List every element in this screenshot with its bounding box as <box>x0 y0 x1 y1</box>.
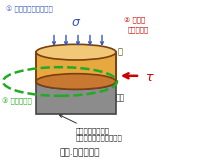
Bar <box>36 52 116 82</box>
Text: 図１.土のせん断: 図１.土のせん断 <box>60 149 100 158</box>
Bar <box>36 82 116 114</box>
Text: τ: τ <box>146 71 154 84</box>
Text: ① 上から押さえつける: ① 上から押さえつける <box>6 6 53 13</box>
Text: σ: σ <box>72 16 80 29</box>
Text: 試験体の下半分を
容器に入れて固定する。: 試験体の下半分を 容器に入れて固定する。 <box>59 115 123 141</box>
Text: ② 横から: ② 横から <box>124 16 145 23</box>
Text: 力を加える: 力を加える <box>128 26 149 33</box>
Ellipse shape <box>36 74 116 89</box>
Text: 土: 土 <box>118 48 122 57</box>
Ellipse shape <box>36 74 116 89</box>
Text: ③ 土がずれる: ③ 土がずれる <box>2 97 32 105</box>
Text: 容器: 容器 <box>115 93 125 102</box>
Ellipse shape <box>36 44 116 60</box>
